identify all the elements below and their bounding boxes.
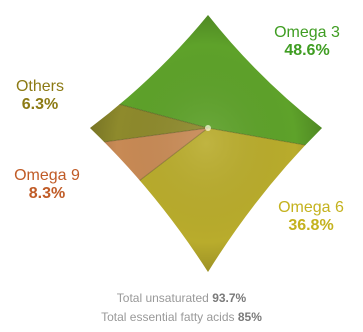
slice-label-value: 6.3% (21, 96, 59, 113)
slice-label-value: 48.6% (284, 42, 330, 59)
slice-label-omega-6: Omega 6 36.8% (266, 199, 356, 235)
slice-label-omega-9: Omega 9 8.3% (2, 167, 92, 203)
footnote-value: 93.7% (212, 291, 247, 305)
slice-label-value: 36.8% (288, 217, 334, 234)
pie-shading (90, 15, 322, 272)
slice-label-others: Others 6.3% (2, 78, 78, 114)
pie-center (205, 125, 211, 131)
slice-label-omega-3: Omega 3 48.6% (262, 24, 352, 60)
pie-slice-divider (90, 127, 209, 156)
slice-label-name: Omega 6 (278, 199, 344, 216)
footnote-value: 85% (237, 310, 262, 324)
footnote-text: Total unsaturated (116, 291, 209, 305)
slice-label-name: Omega 3 (274, 24, 340, 41)
footnote-total-essential-fatty-acids: Total essential fatty acids 85% (0, 310, 363, 324)
slice-label-name: Others (15, 78, 64, 95)
slice-label-value: 8.3% (28, 185, 66, 202)
slice-label-name: Omega 9 (14, 167, 80, 184)
footnote-text: Total essential fatty acids (101, 310, 235, 324)
footnote-total-unsaturated: Total unsaturated 93.7% (0, 291, 363, 305)
